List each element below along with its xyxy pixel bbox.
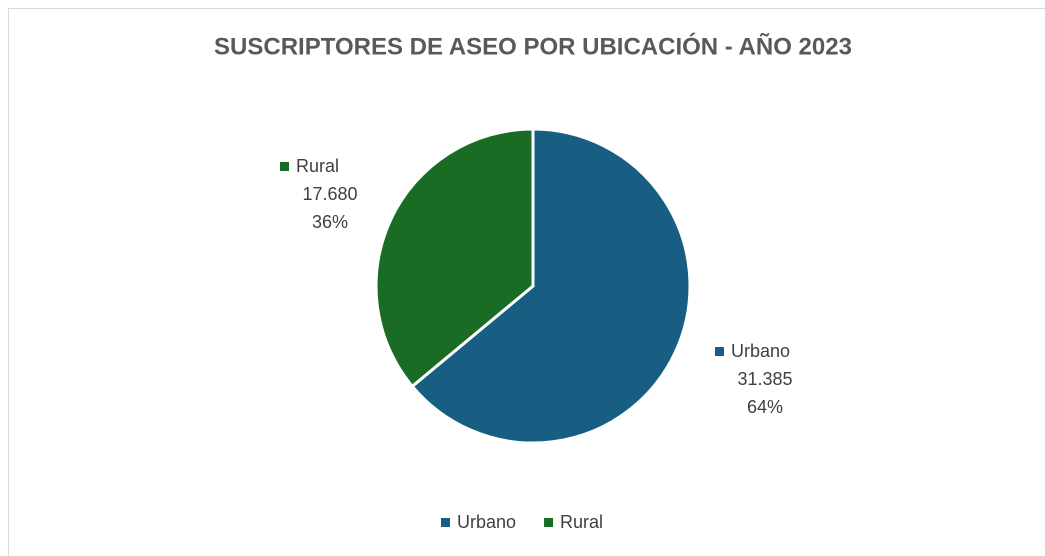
data-label-name: Rural — [296, 156, 339, 176]
pie-slice — [410, 127, 692, 445]
legend-marker — [441, 518, 450, 527]
data-label-name: Urbano — [731, 341, 790, 361]
chart-title: SUSCRIPTORES DE ASEO POR UBICACIÓN - AÑO… — [214, 32, 852, 60]
legend-label: Urbano — [457, 512, 516, 532]
data-label-value: 17.680 — [302, 184, 357, 204]
data-label-percent: 36% — [312, 212, 348, 232]
legend-label: Rural — [560, 512, 603, 532]
pie-slice — [374, 127, 535, 389]
label-marker — [715, 347, 724, 356]
label-marker — [280, 162, 289, 171]
data-label-value: 31.385 — [737, 369, 792, 389]
legend-marker — [544, 518, 554, 527]
data-label-percent: 64% — [747, 397, 783, 417]
